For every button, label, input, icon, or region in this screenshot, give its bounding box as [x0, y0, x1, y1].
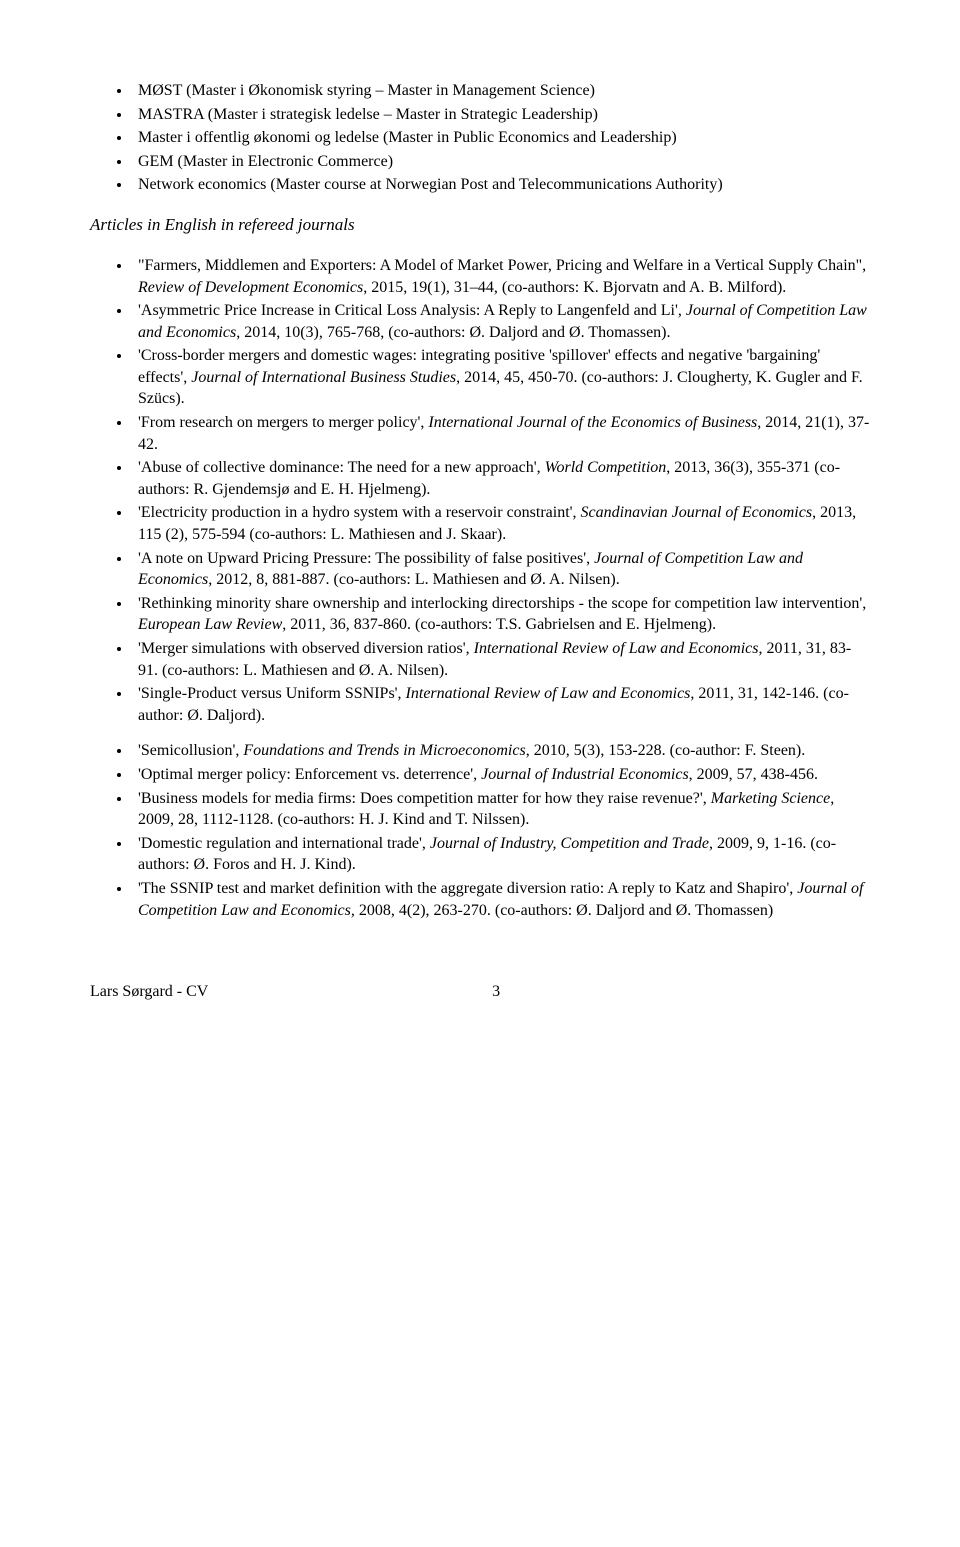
article-journal: Marketing Science	[711, 790, 831, 807]
article-pre: 'Semicollusion',	[138, 742, 243, 759]
article-pre: 'A note on Upward Pricing Pressure: The …	[138, 550, 594, 567]
article-post: 2008, 4(2), 263-270. (co-authors: Ø. Dal…	[355, 902, 773, 919]
articles-list: "Farmers, Middlemen and Exporters: A Mod…	[90, 255, 870, 921]
article-item: 'Semicollusion', Foundations and Trends …	[132, 740, 870, 762]
teaching-item: MØST (Master i Økonomisk styring – Maste…	[132, 80, 870, 102]
article-item: 'Merger simulations with observed divers…	[132, 638, 870, 681]
article-pre: 'Business models for media firms: Does c…	[138, 790, 711, 807]
article-item: 'Abuse of collective dominance: The need…	[132, 457, 870, 500]
article-pre: 'Domestic regulation and international t…	[138, 835, 430, 852]
article-pre: 'Merger simulations with observed divers…	[138, 640, 474, 657]
article-item: 'The SSNIP test and market definition wi…	[132, 878, 870, 921]
article-pre: 'Single-Product versus Uniform SSNIPs',	[138, 685, 406, 702]
article-journal: Journal of International Business Studie…	[191, 369, 456, 386]
page-footer: Lars Sørgard - CV 3	[90, 981, 870, 1003]
article-journal: World Competition	[545, 459, 667, 476]
footer-page-number: 3	[492, 981, 500, 1003]
article-item: 'Optimal merger policy: Enforcement vs. …	[132, 764, 870, 786]
article-item: 'A note on Upward Pricing Pressure: The …	[132, 548, 870, 591]
article-item: 'Domestic regulation and international t…	[132, 833, 870, 876]
article-pre: 'Abuse of collective dominance: The need…	[138, 459, 545, 476]
article-pre: "Farmers, Middlemen and Exporters: A Mod…	[138, 257, 866, 274]
teaching-item: Network economics (Master course at Norw…	[132, 174, 870, 196]
article-journal: International Review of Law and Economic…	[474, 640, 759, 657]
teaching-item: MASTRA (Master i strategisk ledelse – Ma…	[132, 104, 870, 126]
article-journal: Review of Development Economics	[138, 279, 363, 296]
article-post: , 2009, 57, 438-456.	[689, 766, 818, 783]
article-journal: Scandinavian Journal of Economics	[581, 504, 813, 521]
article-item: 'Business models for media firms: Does c…	[132, 788, 870, 831]
article-journal: Journal of Industrial Economics	[481, 766, 689, 783]
teaching-item: GEM (Master in Electronic Commerce)	[132, 151, 870, 173]
article-pre: 'From research on mergers to merger poli…	[138, 414, 428, 431]
article-pre: 'The SSNIP test and market definition wi…	[138, 880, 797, 897]
footer-author: Lars Sørgard - CV	[90, 983, 208, 1000]
article-item: 'Electricity production in a hydro syste…	[132, 502, 870, 545]
article-journal: Foundations and Trends in Microeconomics	[243, 742, 525, 759]
article-item: 'Rethinking minority share ownership and…	[132, 593, 870, 636]
article-item: 'From research on mergers to merger poli…	[132, 412, 870, 455]
articles-heading: Articles in English in refereed journals	[90, 214, 870, 237]
article-post: , 2010, 5(3), 153-228. (co-author: F. St…	[526, 742, 806, 759]
article-post: , 2014, 10(3), 765-768, (co-authors: Ø. …	[236, 324, 670, 341]
article-post: , 2015, 19(1), 31–44, (co-authors: K. Bj…	[363, 279, 786, 296]
article-pre: 'Optimal merger policy: Enforcement vs. …	[138, 766, 481, 783]
article-item: "Farmers, Middlemen and Exporters: A Mod…	[132, 255, 870, 298]
article-item: 'Cross-border mergers and domestic wages…	[132, 345, 870, 410]
teaching-item: Master i offentlig økonomi og ledelse (M…	[132, 127, 870, 149]
article-post: , 2012, 8, 881-887. (co-authors: L. Math…	[208, 571, 619, 588]
article-journal: International Journal of the Economics o…	[428, 414, 757, 431]
article-post: , 2011, 36, 837-860. (co-authors: T.S. G…	[282, 616, 716, 633]
article-pre: 'Asymmetric Price Increase in Critical L…	[138, 302, 686, 319]
article-item: 'Asymmetric Price Increase in Critical L…	[132, 300, 870, 343]
article-pre: 'Electricity production in a hydro syste…	[138, 504, 581, 521]
article-pre: 'Rethinking minority share ownership and…	[138, 595, 866, 612]
teaching-list: MØST (Master i Økonomisk styring – Maste…	[90, 80, 870, 196]
article-item: 'Single-Product versus Uniform SSNIPs', …	[132, 683, 870, 726]
article-journal: Journal of Industry, Competition and Tra…	[430, 835, 709, 852]
article-journal: International Review of Law and Economic…	[406, 685, 691, 702]
article-journal: European Law Review	[138, 616, 282, 633]
